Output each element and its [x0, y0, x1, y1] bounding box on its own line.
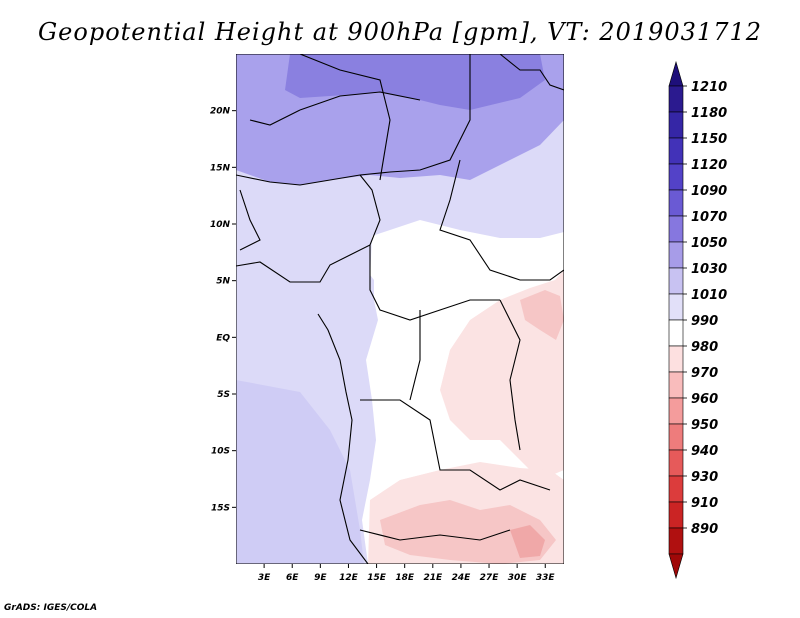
- field-pink-south-mid: [380, 500, 556, 564]
- x-tick-label: 9E: [314, 573, 327, 583]
- x-tick-label: 27E: [480, 573, 500, 583]
- colorbar-swatch: [668, 85, 684, 113]
- y-tick-label: EQ: [216, 333, 230, 343]
- colorbar-swatch: [668, 189, 684, 217]
- colorbar-label: 970: [691, 366, 718, 381]
- colorbar-label: 1050: [691, 236, 727, 251]
- field-pink-south-dark: [510, 525, 545, 558]
- colorbar-label: 1010: [691, 288, 727, 303]
- chart-title: Geopotential Height at 900hPa [gpm], VT:…: [38, 18, 762, 46]
- colorbar-swatch: [668, 475, 684, 503]
- x-tick-label: 21E: [423, 573, 443, 583]
- colorbar-swatch: [668, 345, 684, 373]
- colorbar-label: 890: [691, 522, 718, 537]
- x-tick-label: 18E: [395, 573, 415, 583]
- y-tick-label: 10S: [211, 447, 230, 457]
- colorbar-swatch: [668, 267, 684, 295]
- x-tick-label: 3E: [258, 573, 271, 583]
- colorbar: 1210 1180 1150 1120 1090 1070 1050 1030 1010 990 9…: [668, 60, 727, 580]
- x-tick-label: 12E: [339, 573, 359, 583]
- y-tick-label: 10N: [210, 220, 231, 230]
- colorbar-swatch: [668, 111, 684, 139]
- footer-credit: GrADS: IGES/COLA: [4, 603, 98, 613]
- field-purple-top: [285, 54, 545, 110]
- map-field: [236, 54, 564, 564]
- colorbar-label: 1210: [691, 80, 727, 95]
- colorbar-swatch: [668, 397, 684, 425]
- colorbar-swatch: [668, 215, 684, 243]
- colorbar-label: 960: [691, 392, 718, 407]
- y-tick-label: 20N: [210, 107, 231, 117]
- country-borders: [236, 54, 564, 564]
- x-tick-label: 6E: [286, 573, 299, 583]
- colorbar-label: 950: [691, 418, 718, 433]
- colorbar-label: 930: [691, 470, 718, 485]
- colorbar-top-arrow: [668, 60, 684, 87]
- colorbar-swatch: [668, 371, 684, 399]
- x-tick-label: 33E: [536, 573, 556, 583]
- colorbar-label: 1120: [691, 158, 727, 173]
- colorbar-swatch: [668, 423, 684, 451]
- colorbar-swatch: [668, 137, 684, 165]
- colorbar-swatch: [668, 501, 684, 529]
- colorbar-label: 940: [691, 444, 718, 459]
- colorbar-swatch: [668, 319, 684, 347]
- y-tick-label: 15N: [210, 163, 231, 173]
- y-tick-label: 5N: [216, 277, 230, 287]
- colorbar-swatch: [668, 293, 684, 321]
- colorbar-swatch: [668, 449, 684, 477]
- field-lavender-coast: [318, 262, 374, 402]
- x-tick-label: 15E: [367, 573, 387, 583]
- colorbar-swatch: [668, 527, 684, 555]
- colorbar-bottom-arrow: [668, 553, 684, 580]
- colorbar-label: 1090: [691, 184, 727, 199]
- colorbar-swatch: [668, 241, 684, 269]
- x-tick-label: 24E: [452, 573, 472, 583]
- colorbar-label: 1180: [691, 106, 727, 121]
- map-axes: 3E 6E 9E 12E 15E 18E 21E 24E 27E 30E 33E 20N 15N 10N 5…: [210, 107, 556, 583]
- colorbar-label: 1030: [691, 262, 727, 277]
- y-tick-label: 15S: [211, 503, 230, 513]
- x-tick-label: 30E: [508, 573, 528, 583]
- field-lavender-ocean: [236, 380, 364, 564]
- colorbar-swatch: [668, 163, 684, 191]
- colorbar-label: 1150: [691, 132, 727, 147]
- colorbar-label: 990: [691, 314, 718, 329]
- y-tick-label: 5S: [217, 390, 230, 400]
- colorbar-label: 980: [691, 340, 718, 355]
- colorbar-label: 1070: [691, 210, 727, 225]
- field-pink-east-mid: [520, 290, 564, 340]
- colorbar-label: 910: [691, 496, 718, 511]
